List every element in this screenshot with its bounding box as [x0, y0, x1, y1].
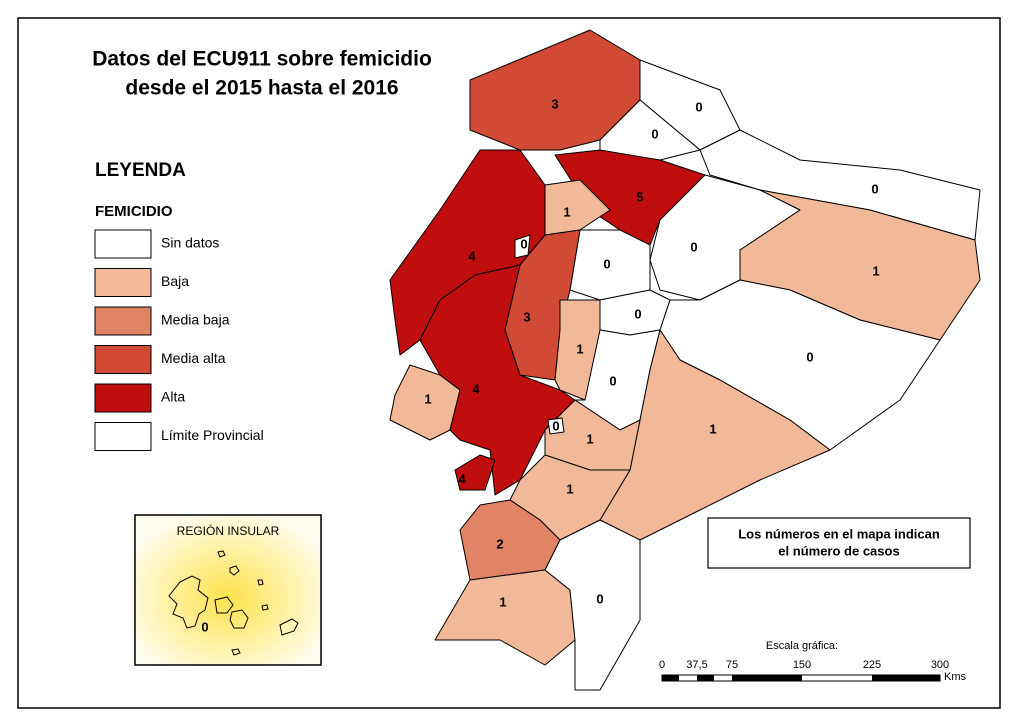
legend: Sin datos Baja Media baja Media alta Alta Lím… [94, 229, 264, 451]
legend-label: Sin datos [161, 235, 219, 251]
scale-segment [732, 675, 802, 681]
province-labels: 3 0 0 0 5 1 4 0 1 0 3 1 4 1 0 0 0 1 1 1 2 1 0 0 0 4 [424, 96, 879, 609]
province-label: 0 [520, 236, 527, 251]
legend-label: Límite Provincial [161, 427, 264, 443]
scale-unit: Kms [944, 671, 967, 683]
scale-label: 225 [863, 659, 881, 671]
legend-label: Baja [161, 273, 189, 289]
province [699, 129, 981, 241]
province-label: 0 [651, 126, 658, 141]
scale-label: 37,5 [686, 659, 707, 671]
provinces [389, 29, 981, 691]
note-box [707, 517, 971, 569]
scale-label: 300 [931, 659, 949, 671]
province-label: 1 [424, 391, 431, 406]
legend-swatch [94, 268, 152, 297]
legend-swatch [94, 383, 152, 413]
legend-swatch [94, 306, 152, 336]
scale-bar: 0 37,5 75 150 225 300 [659, 659, 949, 682]
province [454, 454, 496, 491]
legend-label: Media baja [161, 312, 230, 328]
legend-swatch [94, 345, 152, 374]
province-label: 1 [499, 594, 506, 609]
scale-label: 0 [659, 659, 665, 671]
scale-segment [662, 675, 679, 681]
province-label: 2 [496, 536, 503, 551]
province-label: 1 [576, 341, 583, 356]
province-label: 1 [563, 204, 570, 219]
province-label: 3 [551, 96, 558, 111]
scale-segment [697, 675, 714, 681]
province-label: 5 [636, 189, 643, 204]
province-label: 0 [690, 239, 697, 254]
province-label: 0 [609, 373, 616, 388]
legend-label: Alta [161, 389, 185, 405]
province-label: 1 [586, 431, 593, 446]
province-label: 0 [695, 99, 702, 114]
province [544, 519, 641, 691]
province-label: 4 [468, 248, 476, 263]
legend-title: LEYENDA [95, 160, 186, 181]
legend-label: Media alta [161, 350, 226, 366]
province-label: 1 [872, 263, 879, 278]
province-label: 0 [806, 349, 813, 364]
title-line: desde el 2015 hasta el 2016 [125, 77, 398, 100]
province-label: 1 [566, 481, 573, 496]
province-label: 0 [552, 418, 559, 433]
scale-label: 75 [726, 659, 738, 671]
insular-title: REGIÓN INSULAR [177, 523, 280, 538]
province-label: 0 [603, 256, 610, 271]
title-line: Datos del ECU911 sobre femicidio [92, 48, 432, 71]
note-line: Los números en el mapa indican [738, 526, 940, 541]
province [547, 417, 565, 435]
legend-swatch [94, 422, 152, 451]
province [514, 234, 531, 259]
note-line: el número de casos [778, 543, 899, 558]
province-label: 4 [458, 471, 466, 486]
province-label: 4 [472, 381, 480, 396]
province-label: 0 [596, 591, 603, 606]
legend-swatch [94, 229, 152, 259]
province-label: 0 [634, 306, 641, 321]
insular-box [134, 514, 322, 666]
province-label: 0 [871, 181, 878, 196]
province-label: 1 [709, 421, 716, 436]
province-label: 3 [523, 309, 530, 324]
insular-label: 0 [201, 619, 208, 634]
scale-title: Escala gráfica: [766, 640, 838, 652]
scale-segment [872, 675, 940, 681]
galapagos [168, 550, 299, 656]
legend-subtitle: FEMICIDIO [95, 203, 173, 220]
scale-label: 150 [793, 659, 811, 671]
